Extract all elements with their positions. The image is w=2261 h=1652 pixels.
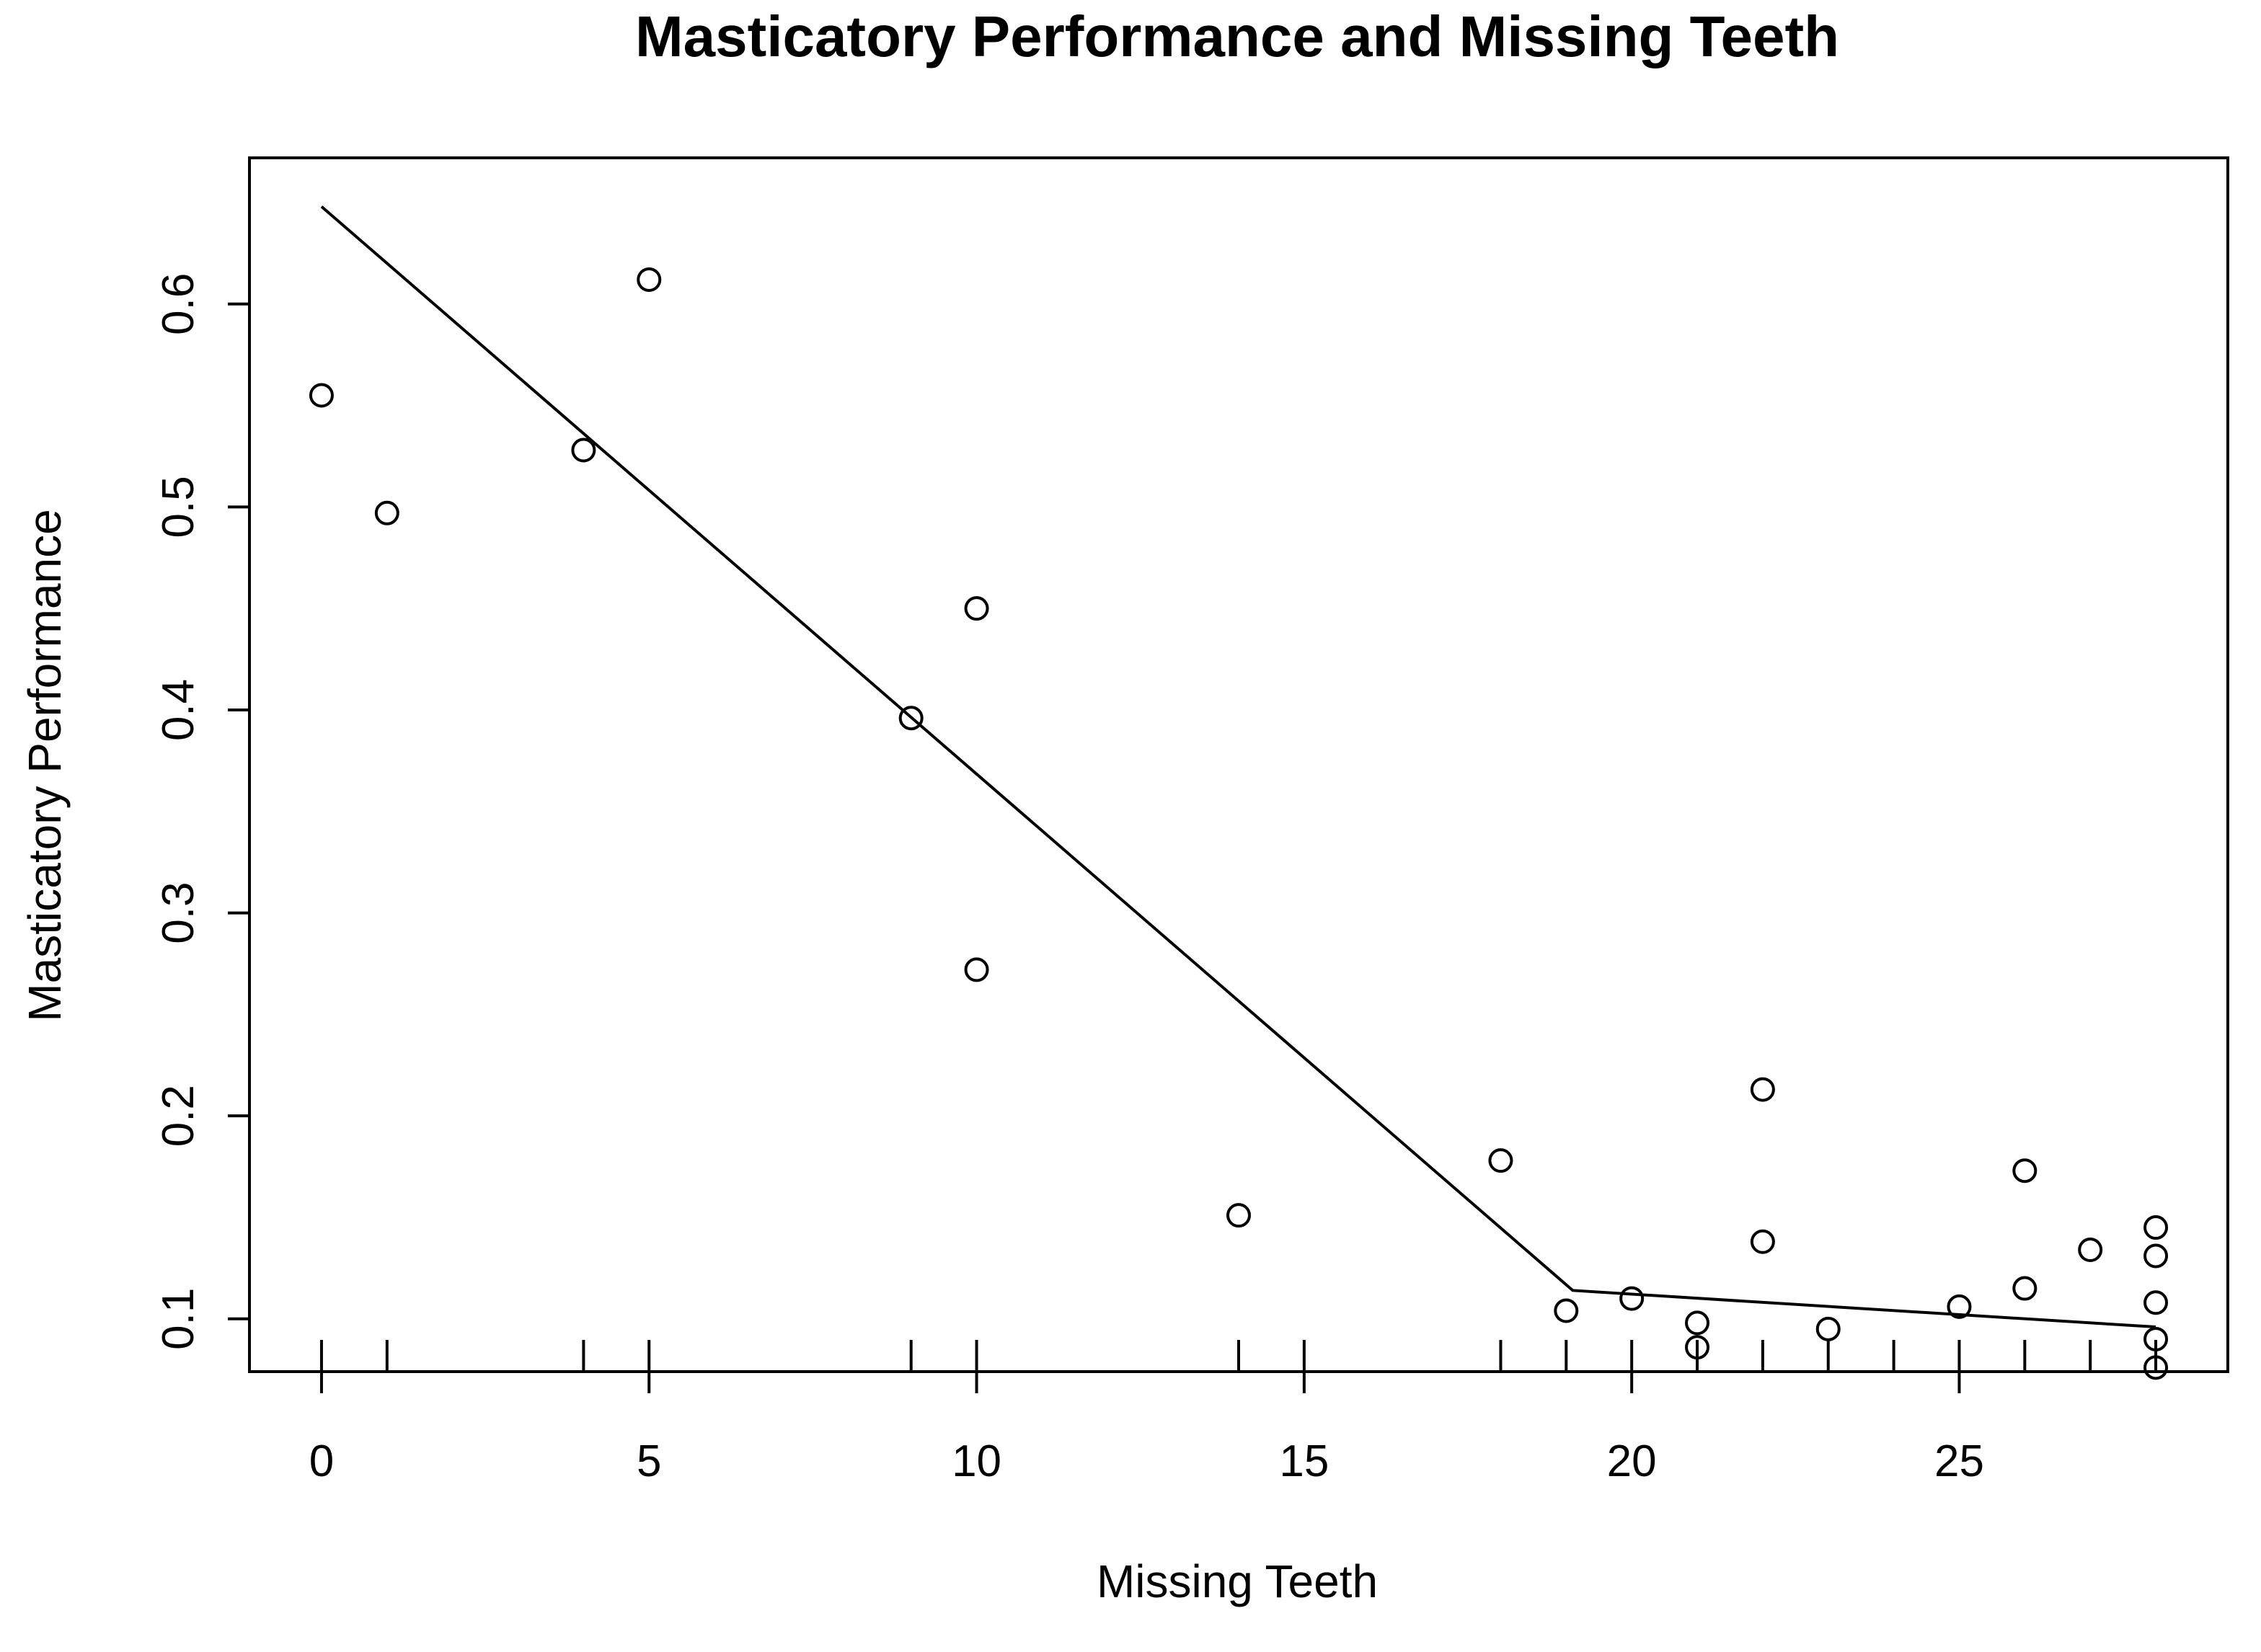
data-point: [2012, 1276, 2037, 1301]
x-tick-label: 5: [637, 1436, 661, 1486]
data-point: [1554, 1298, 1579, 1323]
data-point: [1685, 1335, 1710, 1360]
data-point: [637, 267, 662, 292]
data-point: [964, 596, 989, 621]
data-point: [374, 500, 399, 525]
x-tick-label: 20: [1607, 1436, 1657, 1486]
data-point: [571, 438, 596, 463]
chart-title: Masticatory Performance and Missing Teet…: [635, 4, 1839, 68]
data-point: [1619, 1286, 1645, 1311]
data-point: [898, 706, 924, 731]
data-point: [1815, 1316, 1841, 1341]
y-axis-title: Masticatory Performance: [19, 509, 71, 1021]
data-point: [1947, 1294, 1972, 1319]
x-tick-label: 15: [1279, 1436, 1329, 1486]
data-point: [1226, 1203, 1251, 1228]
y-tick-label: 0.1: [154, 1288, 203, 1350]
y-tick-label: 0.2: [154, 1085, 203, 1147]
plot-frame: [248, 156, 2229, 1373]
data-point: [2143, 1243, 2169, 1269]
data-point: [2012, 1158, 2037, 1184]
x-axis-title: Missing Teeth: [1097, 1555, 1378, 1607]
fit-line: [320, 205, 2156, 1329]
data-point: [1750, 1077, 1775, 1102]
x-axis-ticks: 0 5 10 15 20 25: [309, 1372, 1984, 1486]
y-tick-label: 0.3: [154, 881, 203, 943]
x-tick-label: 25: [1934, 1436, 1984, 1486]
rug-marks: [319, 1340, 2158, 1372]
x-tick-label: 10: [952, 1436, 1001, 1486]
y-tick-label: 0.6: [154, 273, 203, 335]
data-point: [2143, 1326, 2169, 1351]
data-point: [2143, 1290, 2169, 1315]
data-point: [2078, 1238, 2103, 1263]
data-point: [2143, 1215, 2169, 1240]
y-tick-label: 0.4: [154, 679, 203, 741]
data-point: [1685, 1310, 1710, 1336]
data-point: [309, 383, 334, 408]
data-point: [2143, 1355, 2169, 1380]
x-tick-label: 0: [309, 1436, 334, 1486]
data-points: [309, 267, 2169, 1380]
data-point: [1750, 1229, 1775, 1254]
data-point: [1488, 1148, 1513, 1173]
y-tick-label: 0.5: [154, 476, 203, 538]
y-axis-ticks: 0.1 0.2 0.3 0.4 0.5 0.6: [154, 273, 249, 1350]
fit-line-group: [320, 205, 2156, 1329]
data-point: [964, 957, 989, 982]
